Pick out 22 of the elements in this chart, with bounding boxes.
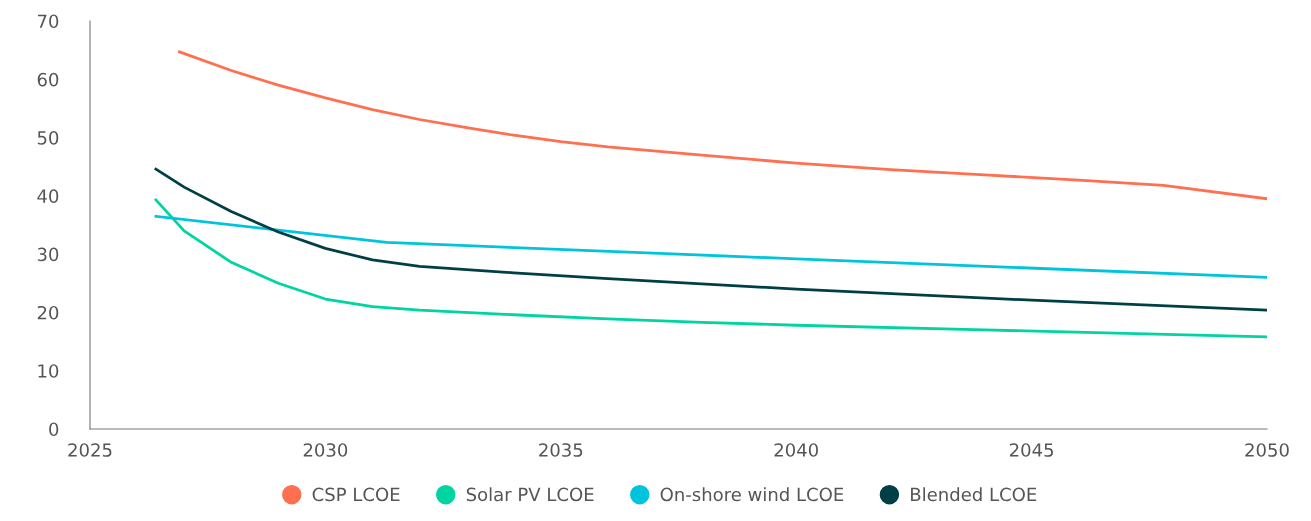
y-tick-label: 60 <box>37 72 59 87</box>
y-tick-label: 30 <box>37 247 59 262</box>
y-tick-label: 0 <box>49 422 59 437</box>
y-tick-label: 50 <box>37 131 59 145</box>
line-series <box>154 167 1267 312</box>
y-tick-label: 40 <box>37 189 59 203</box>
x-tick-label: 2050 <box>1245 443 1289 457</box>
legend-label: CSP LCOE <box>312 487 400 502</box>
x-tick-label: 2040 <box>774 443 818 457</box>
x-tick-label: 2035 <box>539 443 583 457</box>
legend-label: On-shore wind LCOE <box>660 487 844 502</box>
y-tick-label: 10 <box>38 364 59 378</box>
legend-label: Solar PV LCOE <box>466 487 594 502</box>
y-tick-label: 20 <box>37 305 59 320</box>
y-tick-label: 70 <box>37 14 59 29</box>
x-tick-label: 2025 <box>68 443 112 457</box>
x-tick-label: 2045 <box>1009 443 1053 457</box>
x-tick-label: 2030 <box>303 443 348 457</box>
legend-label: Blended LCOE <box>911 487 1037 502</box>
line-series <box>154 198 1267 339</box>
line-series <box>178 50 1267 201</box>
line-series <box>154 214 1267 279</box>
